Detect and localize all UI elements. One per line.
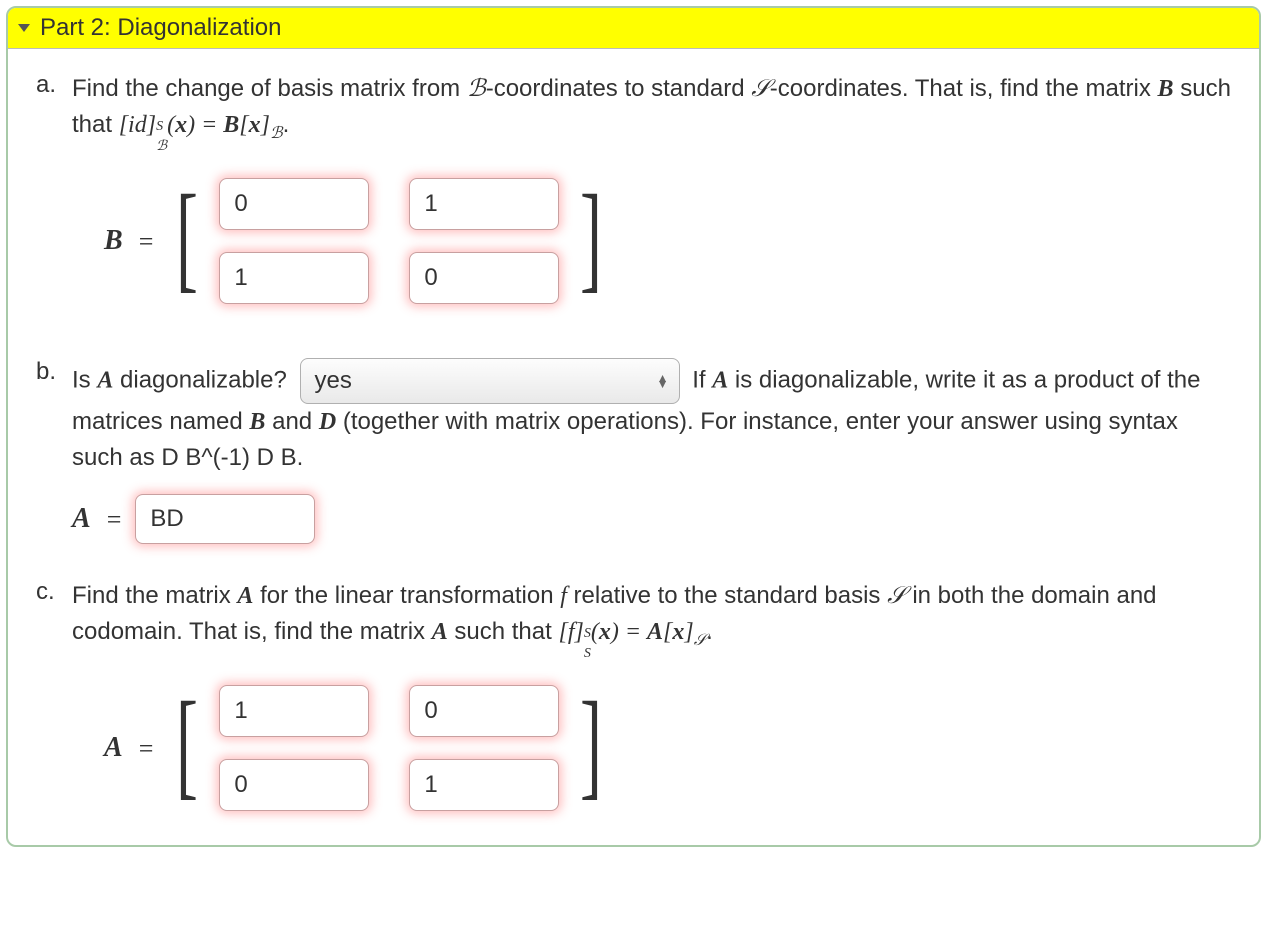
sub-S: 𝒮 <box>694 632 706 649</box>
lbracket: [ <box>119 112 128 138</box>
equals: = <box>133 222 168 261</box>
matrix-A-label: A <box>72 727 133 769</box>
A-sym2: A <box>712 367 728 393</box>
diagonalizable-select[interactable]: yes ▲▼ <box>300 358 680 404</box>
question-c-letter: c. <box>36 578 72 817</box>
panel-header[interactable]: Part 2: Diagonalization <box>8 8 1259 49</box>
xarg: (x) <box>167 112 195 138</box>
matrix-A: A = [ ] <box>72 679 1231 817</box>
text: . <box>297 444 304 471</box>
A-sym: A <box>97 367 113 393</box>
sub: S <box>584 647 591 661</box>
left-bracket-icon: [ <box>176 693 198 795</box>
panel-content: a. Find the change of basis matrix from … <box>8 49 1259 845</box>
A: A <box>647 619 663 645</box>
text: for the linear transformation <box>253 582 560 609</box>
A-equals-row: A = <box>72 494 1231 544</box>
x: x <box>249 112 261 138</box>
question-a: a. Find the change of basis matrix from … <box>36 71 1231 334</box>
S-sym: 𝒮 <box>887 583 906 609</box>
A-expression-input[interactable] <box>135 494 315 544</box>
text: . <box>706 618 713 645</box>
matrix-B-cell-22[interactable] <box>409 252 559 304</box>
text: relative to the standard basis <box>567 582 887 609</box>
sup: S <box>156 120 167 134</box>
supsub: Sℬ <box>156 124 167 152</box>
B: B <box>223 112 239 138</box>
B-sym: B <box>249 409 265 435</box>
question-c: c. Find the matrix A for the linear tran… <box>36 578 1231 817</box>
text: -coordinates to standard <box>486 75 752 102</box>
matrix-B-label: B <box>72 220 133 262</box>
panel-title: Part 2: Diagonalization <box>40 14 281 42</box>
problem-panel: Part 2: Diagonalization a. Find the chan… <box>6 6 1261 847</box>
sub: ℬ <box>156 140 167 154</box>
matrix-B-cell-12[interactable] <box>409 178 559 230</box>
D-sym: D <box>319 409 336 435</box>
lbr2: [ <box>663 619 672 645</box>
text: Find the change of basis matrix from <box>72 75 467 102</box>
matrix-B: B = [ ] <box>72 172 1231 310</box>
matrix-B-cell-11[interactable] <box>219 178 369 230</box>
f-sym: f <box>560 583 567 609</box>
question-b: b. Is A diagonalizable? yes ▲▼ If A is d… <box>36 358 1231 554</box>
question-a-letter: a. <box>36 71 72 334</box>
supsub: SS <box>584 631 591 659</box>
x: x <box>672 619 684 645</box>
lbr: [ <box>239 112 248 138</box>
matrix-B-grid <box>207 172 571 310</box>
matrix-B-cell-21[interactable] <box>219 252 369 304</box>
A-label: A <box>72 498 101 540</box>
equals: = <box>133 729 168 768</box>
text: Is <box>72 366 97 393</box>
A-sym2: A <box>432 619 448 645</box>
text: -coordinates. That is, find the matrix <box>770 75 1158 102</box>
collapse-caret-icon[interactable] <box>18 24 30 32</box>
text: diagonalizable? <box>113 366 286 393</box>
equals: = <box>101 500 136 539</box>
B-sym: B <box>1158 76 1174 102</box>
syntax-example: D B^(-1) D B <box>161 444 296 471</box>
id: id <box>128 112 147 138</box>
cal-B: ℬ <box>467 76 486 102</box>
stepper-icon: ▲▼ <box>649 375 669 387</box>
sup: S <box>584 627 591 641</box>
question-b-body: Is A diagonalizable? yes ▲▼ If A is diag… <box>72 358 1231 554</box>
text: If <box>692 366 712 393</box>
matrix-A-cell-22[interactable] <box>409 759 559 811</box>
select-value: yes <box>315 363 352 399</box>
matrix-A-cell-12[interactable] <box>409 685 559 737</box>
eq: = <box>195 112 223 138</box>
rbr: ] <box>574 619 583 645</box>
right-bracket-icon: ] <box>580 186 602 288</box>
question-c-body: Find the matrix A for the linear transfo… <box>72 578 1231 817</box>
matrix-A-cell-21[interactable] <box>219 759 369 811</box>
text: and <box>265 408 318 435</box>
matrix-A-cell-11[interactable] <box>219 685 369 737</box>
eq: = <box>619 619 647 645</box>
right-bracket-icon: ] <box>580 693 602 795</box>
matrix-A-grid <box>207 679 571 817</box>
text: . <box>283 111 290 138</box>
rbracket: ] <box>147 112 156 138</box>
rbr2: ] <box>684 619 693 645</box>
cal-S: 𝒮 <box>751 76 770 102</box>
text: such that <box>448 618 559 645</box>
sub-B: ℬ <box>270 125 283 142</box>
lbr: [ <box>558 619 567 645</box>
question-a-body: Find the change of basis matrix from ℬ-c… <box>72 71 1231 334</box>
A-sym: A <box>237 583 253 609</box>
rbr: ] <box>261 112 270 138</box>
xarg: (x) <box>591 619 619 645</box>
question-b-letter: b. <box>36 358 72 554</box>
left-bracket-icon: [ <box>176 186 198 288</box>
text: Find the matrix <box>72 582 237 609</box>
